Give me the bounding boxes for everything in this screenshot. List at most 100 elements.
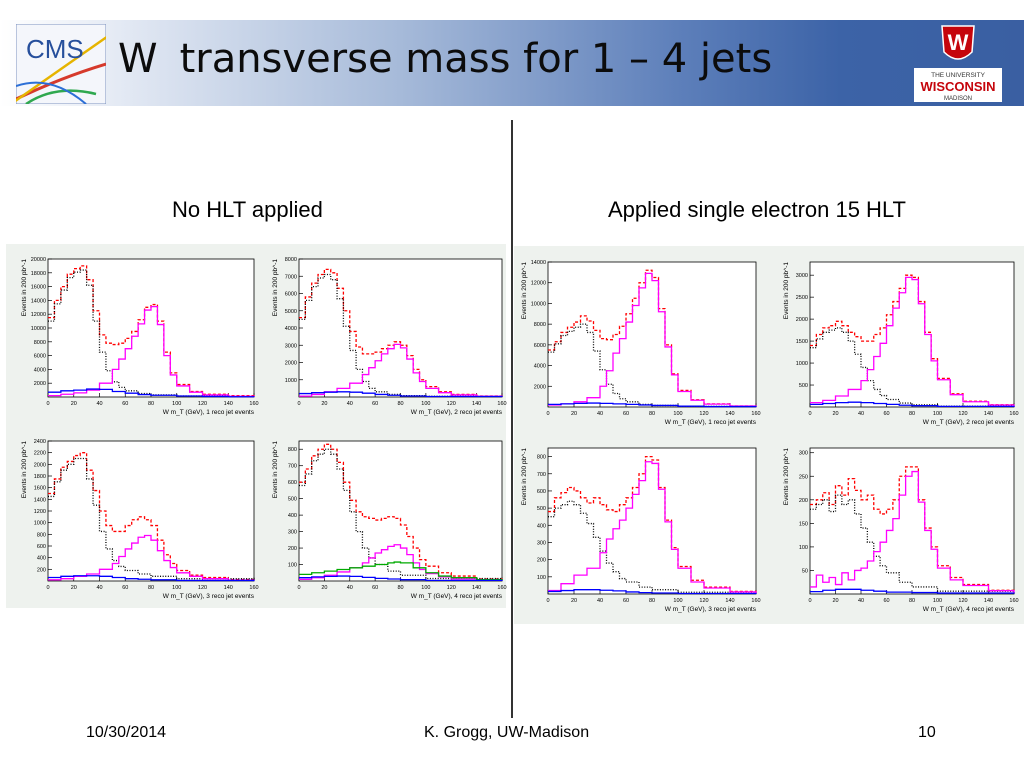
footer-author: K. Grogg, UW-Madison [424, 724, 590, 741]
series-line-1 [48, 452, 255, 581]
x-tick-label: 80 [397, 585, 403, 591]
y-tick-label: 1200 [34, 509, 46, 515]
plot-frame [809, 447, 1015, 595]
y-tick-label: 1400 [34, 497, 46, 503]
y-tick-label: 200 [37, 567, 46, 573]
y-axis-label: Events in 200 pb^-1 [783, 448, 790, 506]
chart-8: 0 20 40 60 80 100 120 140 160 50 100 150 200 250 300 W … [783, 447, 1019, 613]
x-tick-label: 0 [46, 585, 49, 591]
page-title-rest: transverse mass for 1 – 4 jets [179, 36, 773, 82]
x-tick-label: 80 [649, 598, 655, 604]
y-axis-label: Events in 200 pb^-1 [21, 441, 28, 499]
y-tick-label: 700 [288, 464, 297, 470]
right-heading: Applied single electron 15 HLT [608, 197, 906, 222]
y-tick-label: 4000 [534, 364, 546, 370]
x-tick-label: 40 [858, 598, 864, 604]
y-axis-label: Events in 200 pb^-1 [272, 259, 279, 317]
x-tick-label: 60 [122, 585, 128, 591]
x-tick-label: 140 [224, 585, 233, 591]
series-line-1 [810, 466, 1015, 593]
y-tick-label: 200 [799, 498, 808, 504]
x-axis-label: W m_T (GeV), 3 reco jet events [665, 606, 757, 613]
chart-1: 0 20 40 60 80 100 120 140 160 2000 4000 6000 8000 100… [21, 257, 259, 416]
series-line-4 [548, 402, 757, 408]
x-tick-label: 20 [71, 401, 77, 407]
x-tick-label: 60 [372, 585, 378, 591]
plot-frame [298, 258, 503, 398]
x-tick-label: 40 [858, 411, 864, 417]
x-tick-label: 140 [472, 401, 481, 407]
series-line-2 [810, 494, 1015, 594]
x-tick-label: 160 [497, 401, 506, 407]
x-tick-label: 120 [447, 585, 456, 591]
x-tick-label: 120 [699, 598, 708, 604]
x-tick-label: 100 [172, 585, 181, 591]
y-tick-label: 10000 [531, 301, 546, 307]
series-line-1 [548, 455, 757, 594]
x-axis-label: W m_T (GeV), 3 reco jet events [163, 593, 255, 600]
y-tick-label: 12000 [31, 312, 46, 318]
y-tick-label: 2000 [534, 384, 546, 390]
x-tick-label: 140 [725, 598, 734, 604]
y-axis-label: Events in 200 pb^-1 [21, 259, 28, 317]
x-tick-label: 100 [421, 401, 430, 407]
x-axis-label: W m_T (GeV), 1 reco jet events [665, 419, 757, 426]
vertical-divider [511, 120, 513, 718]
y-tick-label: 3000 [285, 343, 297, 349]
chart-4: 0 20 40 60 80 100 120 140 160 100 200 300 400 500 600 7… [272, 440, 507, 600]
x-tick-label: 140 [984, 598, 993, 604]
x-tick-label: 120 [699, 411, 708, 417]
y-tick-label: 200 [537, 558, 546, 564]
y-tick-label: 600 [37, 544, 46, 550]
series-line-4 [548, 589, 757, 595]
y-tick-label: 4000 [285, 326, 297, 332]
y-tick-label: 1600 [34, 486, 46, 492]
cms-logo: CMS [16, 24, 106, 104]
x-tick-label: 40 [347, 585, 353, 591]
series-line-3 [299, 343, 503, 397]
x-axis-label: W m_T (GeV), 1 reco jet events [163, 409, 255, 416]
y-tick-label: 16000 [31, 285, 46, 291]
y-tick-label: 5000 [285, 309, 297, 315]
series-line-3 [48, 534, 255, 581]
y-tick-label: 500 [537, 506, 546, 512]
x-tick-label: 0 [808, 598, 811, 604]
series-line-4 [810, 588, 1015, 594]
y-tick-label: 6000 [34, 354, 46, 360]
y-tick-label: 100 [537, 575, 546, 581]
y-tick-label: 3000 [796, 273, 808, 279]
series-line-2 [548, 323, 757, 408]
y-tick-label: 6000 [534, 343, 546, 349]
x-tick-label: 0 [297, 585, 300, 591]
x-tick-label: 20 [832, 598, 838, 604]
series-line-4 [48, 575, 255, 582]
y-tick-label: 300 [288, 530, 297, 536]
y-axis-label: Events in 200 pb^-1 [521, 448, 528, 506]
y-tick-label: 600 [288, 480, 297, 486]
x-tick-label: 20 [71, 585, 77, 591]
x-tick-label: 40 [96, 585, 102, 591]
y-tick-label: 2400 [34, 439, 46, 445]
plot-frame [47, 258, 255, 398]
x-tick-label: 160 [1009, 411, 1018, 417]
plot-frame [809, 261, 1015, 408]
chart-7: 0 20 40 60 80 100 120 140 160 100 200 300 400 500 600 7… [521, 447, 761, 613]
y-tick-label: 4000 [34, 367, 46, 373]
chart-2: 0 20 40 60 80 100 120 140 160 1000 2000 3000 4000 500… [272, 257, 507, 416]
y-tick-label: 800 [288, 447, 297, 453]
y-tick-label: 400 [37, 556, 46, 562]
plot-frame [547, 261, 757, 408]
y-tick-label: 8000 [34, 340, 46, 346]
y-tick-label: 6000 [285, 292, 297, 298]
uw-logo-line-2: WISCONSIN [920, 79, 995, 94]
x-tick-label: 20 [321, 401, 327, 407]
series-line-4 [299, 391, 503, 398]
x-tick-label: 0 [546, 598, 549, 604]
y-tick-label: 100 [799, 545, 808, 551]
y-tick-label: 2500 [796, 295, 808, 301]
y-tick-label: 8000 [534, 322, 546, 328]
plot-frame [547, 447, 757, 595]
y-tick-label: 12000 [531, 281, 546, 287]
series-line-3 [48, 305, 255, 397]
